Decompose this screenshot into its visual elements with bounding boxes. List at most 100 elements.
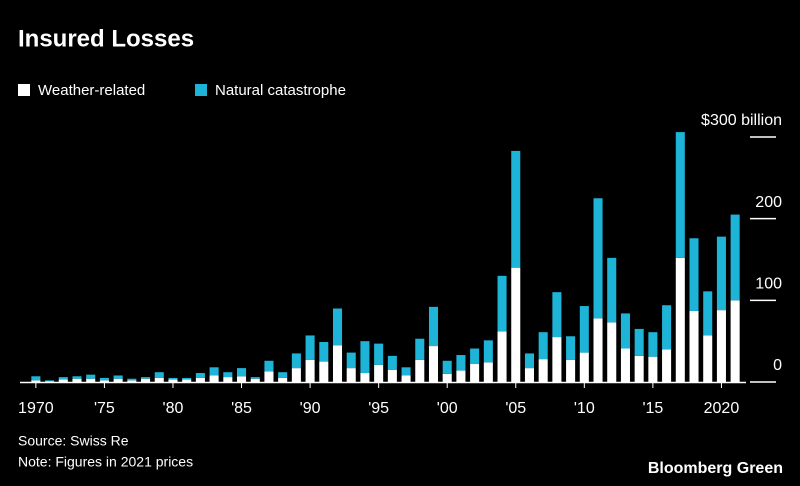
bar — [470, 364, 480, 382]
bar — [538, 332, 548, 360]
legend-label: Natural catastrophe — [215, 82, 346, 99]
bar — [511, 267, 521, 382]
brand: Bloomberg Green — [648, 460, 783, 477]
bar — [634, 328, 644, 356]
x-tick-label: '10 — [574, 400, 595, 417]
bar — [648, 332, 658, 357]
bar — [374, 343, 384, 365]
bar — [552, 337, 562, 382]
bar — [662, 305, 672, 350]
bar — [483, 362, 493, 382]
bar — [456, 370, 466, 382]
bar — [250, 377, 260, 379]
bar — [483, 340, 493, 363]
bar — [237, 376, 247, 382]
bar — [31, 380, 41, 382]
bar — [99, 380, 109, 382]
bar — [511, 150, 521, 268]
bar — [428, 306, 439, 347]
bar — [401, 367, 411, 376]
x-tick-label: 2020 — [704, 400, 740, 417]
bar — [593, 198, 603, 319]
bar — [689, 238, 699, 311]
bar — [127, 378, 137, 381]
x-tick-label: '95 — [368, 400, 389, 417]
bar — [552, 292, 562, 338]
bar — [689, 310, 699, 382]
bar — [620, 313, 630, 349]
x-tick-label: '05 — [505, 400, 526, 417]
bar — [442, 360, 452, 374]
x-tick-label: '90 — [300, 400, 321, 417]
y-tick-label: 100 — [755, 276, 782, 293]
bar — [716, 310, 726, 382]
x-tick-label: '75 — [94, 400, 115, 417]
bar — [593, 318, 603, 382]
bar — [31, 376, 41, 381]
note: Note: Figures in 2021 prices — [18, 454, 193, 470]
bar — [319, 361, 329, 382]
y-tick-label: $300 billion — [701, 112, 782, 129]
bar — [620, 348, 630, 382]
bar — [45, 380, 55, 382]
bar — [703, 291, 713, 336]
bar — [415, 338, 425, 360]
bar — [703, 335, 713, 382]
bar — [154, 372, 164, 378]
bar — [209, 367, 219, 376]
bar — [58, 379, 68, 382]
bar — [497, 275, 507, 332]
bar — [607, 322, 617, 382]
bar — [346, 368, 356, 382]
legend-label: Weather-related — [38, 82, 145, 99]
bar — [237, 368, 247, 377]
bar — [538, 359, 548, 382]
x-tick-label: 1970 — [18, 400, 54, 417]
bar — [607, 257, 617, 323]
bar — [72, 378, 82, 382]
bar — [387, 355, 397, 370]
bar — [113, 375, 123, 379]
bar — [264, 371, 274, 382]
bar — [332, 345, 343, 382]
bar — [319, 341, 329, 362]
bar — [415, 359, 425, 382]
bar — [209, 375, 219, 382]
source: Source: Swiss Re — [18, 433, 129, 449]
bar — [442, 373, 452, 382]
chart-title: Insured Losses — [18, 25, 194, 52]
bar — [182, 379, 192, 382]
bar — [113, 378, 123, 382]
bar — [428, 346, 439, 382]
bar — [223, 377, 233, 382]
bar — [291, 368, 301, 382]
bar — [634, 355, 644, 382]
bar — [305, 335, 315, 360]
x-tick-label: '15 — [642, 400, 663, 417]
bar — [223, 372, 233, 378]
bar — [675, 132, 685, 258]
bar — [291, 353, 301, 369]
bar — [524, 353, 534, 369]
bar — [154, 377, 164, 382]
bar — [374, 364, 384, 382]
x-tick-label: '80 — [163, 400, 184, 417]
bar — [730, 214, 740, 301]
legend-swatch — [195, 84, 207, 96]
bar — [566, 359, 576, 382]
bar — [579, 352, 589, 382]
bar — [360, 341, 370, 374]
bar — [141, 378, 151, 382]
bar — [456, 355, 466, 371]
bar — [346, 352, 356, 369]
bar — [168, 377, 178, 380]
bar — [387, 369, 397, 382]
bar — [278, 377, 288, 382]
bar — [168, 379, 178, 382]
y-tick-label: 0 — [773, 357, 782, 374]
x-tick-label: '00 — [437, 400, 458, 417]
bar — [250, 378, 260, 382]
bar — [305, 359, 315, 382]
bar — [470, 348, 480, 365]
